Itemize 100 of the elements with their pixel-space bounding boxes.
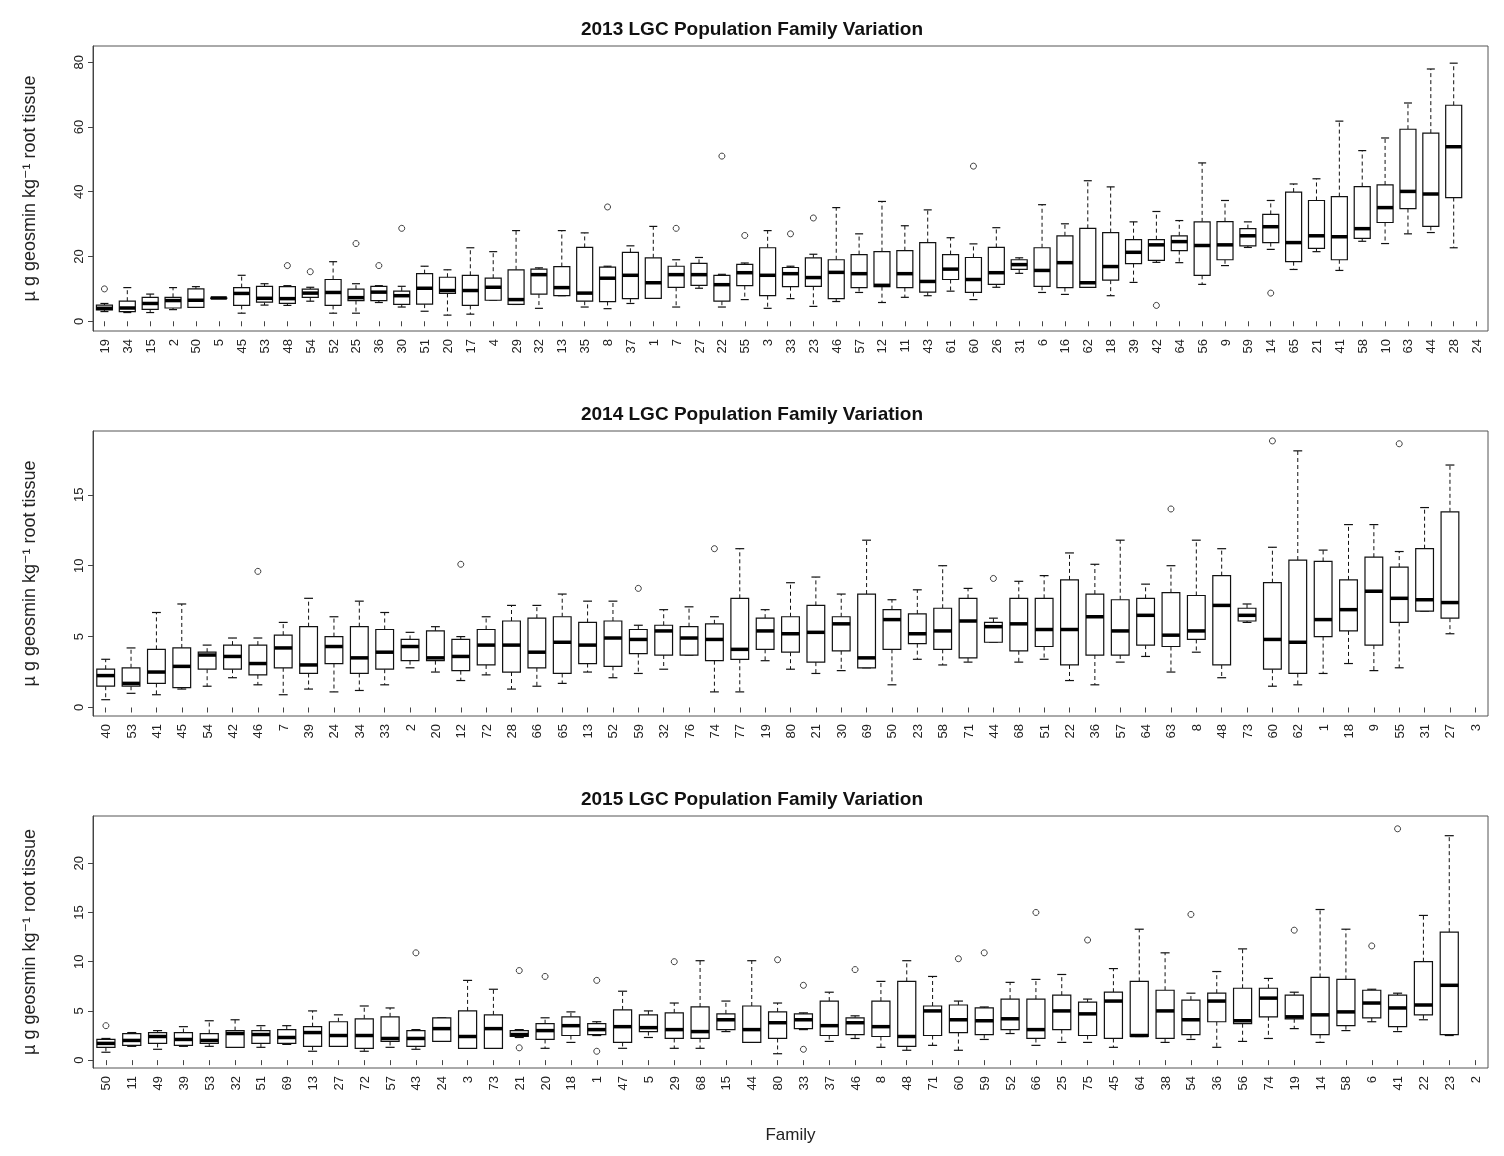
x-tick-label: 10 [1377,339,1393,354]
x-tick-label: 42 [225,724,240,739]
x-tick-label: 12 [874,339,890,354]
x-tick-label: 45 [174,724,190,739]
x-tick-label: 40 [98,724,114,739]
x-tick-label: 25 [1054,1076,1070,1091]
x-tick-label: 24 [326,724,342,739]
y-tick-label: 15 [71,487,86,503]
x-tick-label: 2 [1467,1076,1483,1084]
x-tick-label: 64 [1138,724,1154,739]
x-tick-label: 13 [580,724,596,739]
x-tick-label: 75 [1080,1076,1096,1091]
x-tick-label: 18 [1341,724,1356,739]
x-tick-label: 51 [253,1076,269,1091]
x-tick-label: 4 [485,339,501,347]
x-tick-label: 13 [305,1076,321,1091]
chart-title: 2013 LGC Population Family Variation [580,18,924,39]
x-tick-label: 28 [1446,339,1462,354]
x-tick-label: 6 [1364,1076,1380,1084]
x-tick-label: 46 [250,724,266,739]
x-tick-label: 48 [1214,724,1230,739]
x-tick-label: 73 [1239,724,1255,739]
x-tick-label: 50 [884,724,900,739]
x-tick-label: 1 [645,339,661,347]
x-tick-label: 57 [851,339,867,354]
y-tick-label: 10 [71,954,86,969]
x-tick-label: 22 [1415,1076,1431,1091]
x-tick-label: 21 [1308,339,1324,354]
x-axis-title: Family [765,1125,817,1144]
x-tick-label: 33 [377,724,393,739]
y-tick-label: 5 [71,1007,86,1015]
x-tick-label: 60 [1264,724,1280,739]
x-tick-label: 52 [325,339,341,354]
x-tick-label: 53 [201,1076,217,1091]
x-tick-label: 57 [382,1076,398,1091]
y-tick-label: 0 [71,317,86,325]
x-tick-label: 23 [805,339,821,354]
y-tick-label: 10 [71,558,86,573]
x-tick-label: 33 [783,339,798,354]
x-tick-label: 68 [692,1076,708,1091]
x-tick-label: 56 [1194,339,1210,354]
x-tick-label: 39 [175,1076,191,1091]
x-tick-label: 45 [1105,1076,1121,1091]
x-tick-label: 32 [227,1076,243,1091]
x-tick-label: 43 [920,339,936,354]
x-tick-label: 27 [1442,724,1458,739]
x-tick-label: 60 [965,339,981,354]
y-tick-label: 80 [71,54,86,70]
x-tick-label: 47 [615,1076,631,1091]
x-tick-label: 41 [1331,339,1347,354]
chart-title: 2015 LGC Population Family Variation [580,788,924,809]
x-tick-label: 77 [732,724,748,739]
x-tick-label: 25 [348,339,364,354]
x-tick-label: 36 [1209,1076,1225,1091]
x-tick-label: 45 [234,339,250,354]
x-tick-label: 14 [1263,339,1279,354]
x-tick-label: 58 [1338,1076,1354,1091]
x-tick-label: 30 [833,724,849,739]
x-tick-label: 22 [1062,724,1077,739]
x-tick-label: 34 [351,724,367,739]
y-tick-label: 20 [71,249,86,264]
y-axis-title: µ g geosmin kg⁻¹ root tissue [19,75,39,302]
x-tick-label: 64 [1171,339,1187,354]
x-tick-label: 52 [605,724,621,739]
x-tick-label: 19 [757,724,773,739]
x-tick-label: 21 [808,724,824,739]
x-tick-label: 54 [302,339,318,354]
x-tick-label: 56 [1235,1076,1251,1091]
x-tick-label: 42 [1148,339,1164,354]
x-tick-label: 1 [589,1076,605,1084]
x-tick-label: 71 [925,1076,941,1091]
x-tick-label: 23 [1441,1076,1457,1091]
x-tick-label: 61 [943,339,959,354]
y-tick-label: 15 [71,905,86,920]
x-tick-label: 24 [434,1076,450,1091]
x-tick-label: 2 [165,339,181,347]
x-tick-label: 72 [356,1076,372,1091]
x-tick-label: 12 [453,724,469,739]
x-tick-label: 8 [600,339,616,347]
x-tick-label: 37 [622,339,638,354]
x-tick-label: 11 [124,1076,140,1090]
x-tick-label: 59 [630,724,646,739]
x-tick-label: 36 [1087,724,1103,739]
y-axis-title: µ g geosmin kg⁻¹ root tissue [19,460,39,687]
x-tick-label: 5 [211,339,227,347]
x-tick-label: 14 [1312,1076,1328,1091]
x-tick-label: 7 [668,339,684,347]
x-tick-label: 8 [1188,724,1204,732]
x-tick-label: 3 [460,1076,476,1084]
x-tick-label: 29 [508,339,524,354]
x-tick-label: 50 [98,1076,114,1091]
x-tick-label: 46 [847,1076,863,1091]
x-tick-label: 64 [1131,1076,1147,1091]
x-tick-label: 62 [1290,724,1306,739]
x-tick-label: 20 [439,339,455,354]
x-tick-label: 63 [1400,339,1416,354]
x-tick-label: 27 [691,339,707,354]
x-tick-label: 55 [1391,724,1407,739]
x-tick-label: 57 [1112,724,1128,739]
x-tick-label: 11 [897,339,913,353]
